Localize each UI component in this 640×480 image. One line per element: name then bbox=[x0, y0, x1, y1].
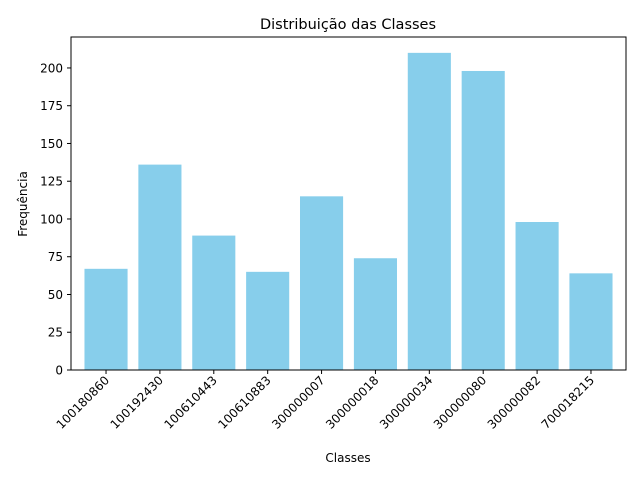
y-tick-label: 150 bbox=[40, 137, 63, 151]
x-tick-label: 300000007 bbox=[269, 373, 327, 431]
bars-group bbox=[84, 52, 613, 371]
x-tick-label: 300000018 bbox=[323, 373, 381, 431]
bar-300000080 bbox=[461, 70, 505, 371]
bar-100180860 bbox=[84, 268, 128, 370]
y-tick-label: 0 bbox=[55, 364, 63, 378]
y-axis-label: Frequência bbox=[16, 171, 30, 237]
bar-100610883 bbox=[246, 271, 290, 370]
bar-300000034 bbox=[407, 52, 451, 370]
chart-title: Distribuição das Classes bbox=[260, 17, 436, 33]
bar-100610443 bbox=[192, 235, 236, 370]
y-axis-ticks: 0 25 50 75 100 125 150 175 200 bbox=[40, 61, 71, 378]
y-tick-label: 75 bbox=[48, 250, 63, 264]
x-tick-label: 100610883 bbox=[215, 373, 273, 431]
x-tick-label: 300000034 bbox=[377, 373, 435, 431]
y-tick-label: 125 bbox=[40, 175, 63, 189]
y-tick-label: 50 bbox=[48, 288, 63, 302]
bar-300000018 bbox=[353, 258, 397, 370]
x-tick-label: 300000080 bbox=[431, 373, 489, 431]
plot-frame bbox=[70, 36, 627, 371]
y-tick-label: 200 bbox=[40, 61, 63, 75]
y-tick-label: 25 bbox=[48, 326, 63, 340]
bar-300000082 bbox=[515, 222, 559, 370]
bar-700018215 bbox=[569, 273, 613, 370]
x-tick-label: 100192430 bbox=[108, 373, 166, 431]
y-tick-label: 175 bbox=[40, 99, 63, 113]
bar-100192430 bbox=[138, 164, 182, 370]
y-tick-label: 100 bbox=[40, 212, 63, 226]
x-tick-label: 100180860 bbox=[54, 373, 112, 431]
bar-300000007 bbox=[300, 196, 344, 370]
x-tick-label: 700018215 bbox=[539, 373, 597, 431]
x-tick-label: 100610443 bbox=[161, 373, 219, 431]
x-axis-ticks: 1001808601001924301006104431006108833000… bbox=[54, 370, 597, 432]
x-tick-label: 300000082 bbox=[485, 373, 543, 431]
x-axis-label: Classes bbox=[325, 451, 370, 465]
